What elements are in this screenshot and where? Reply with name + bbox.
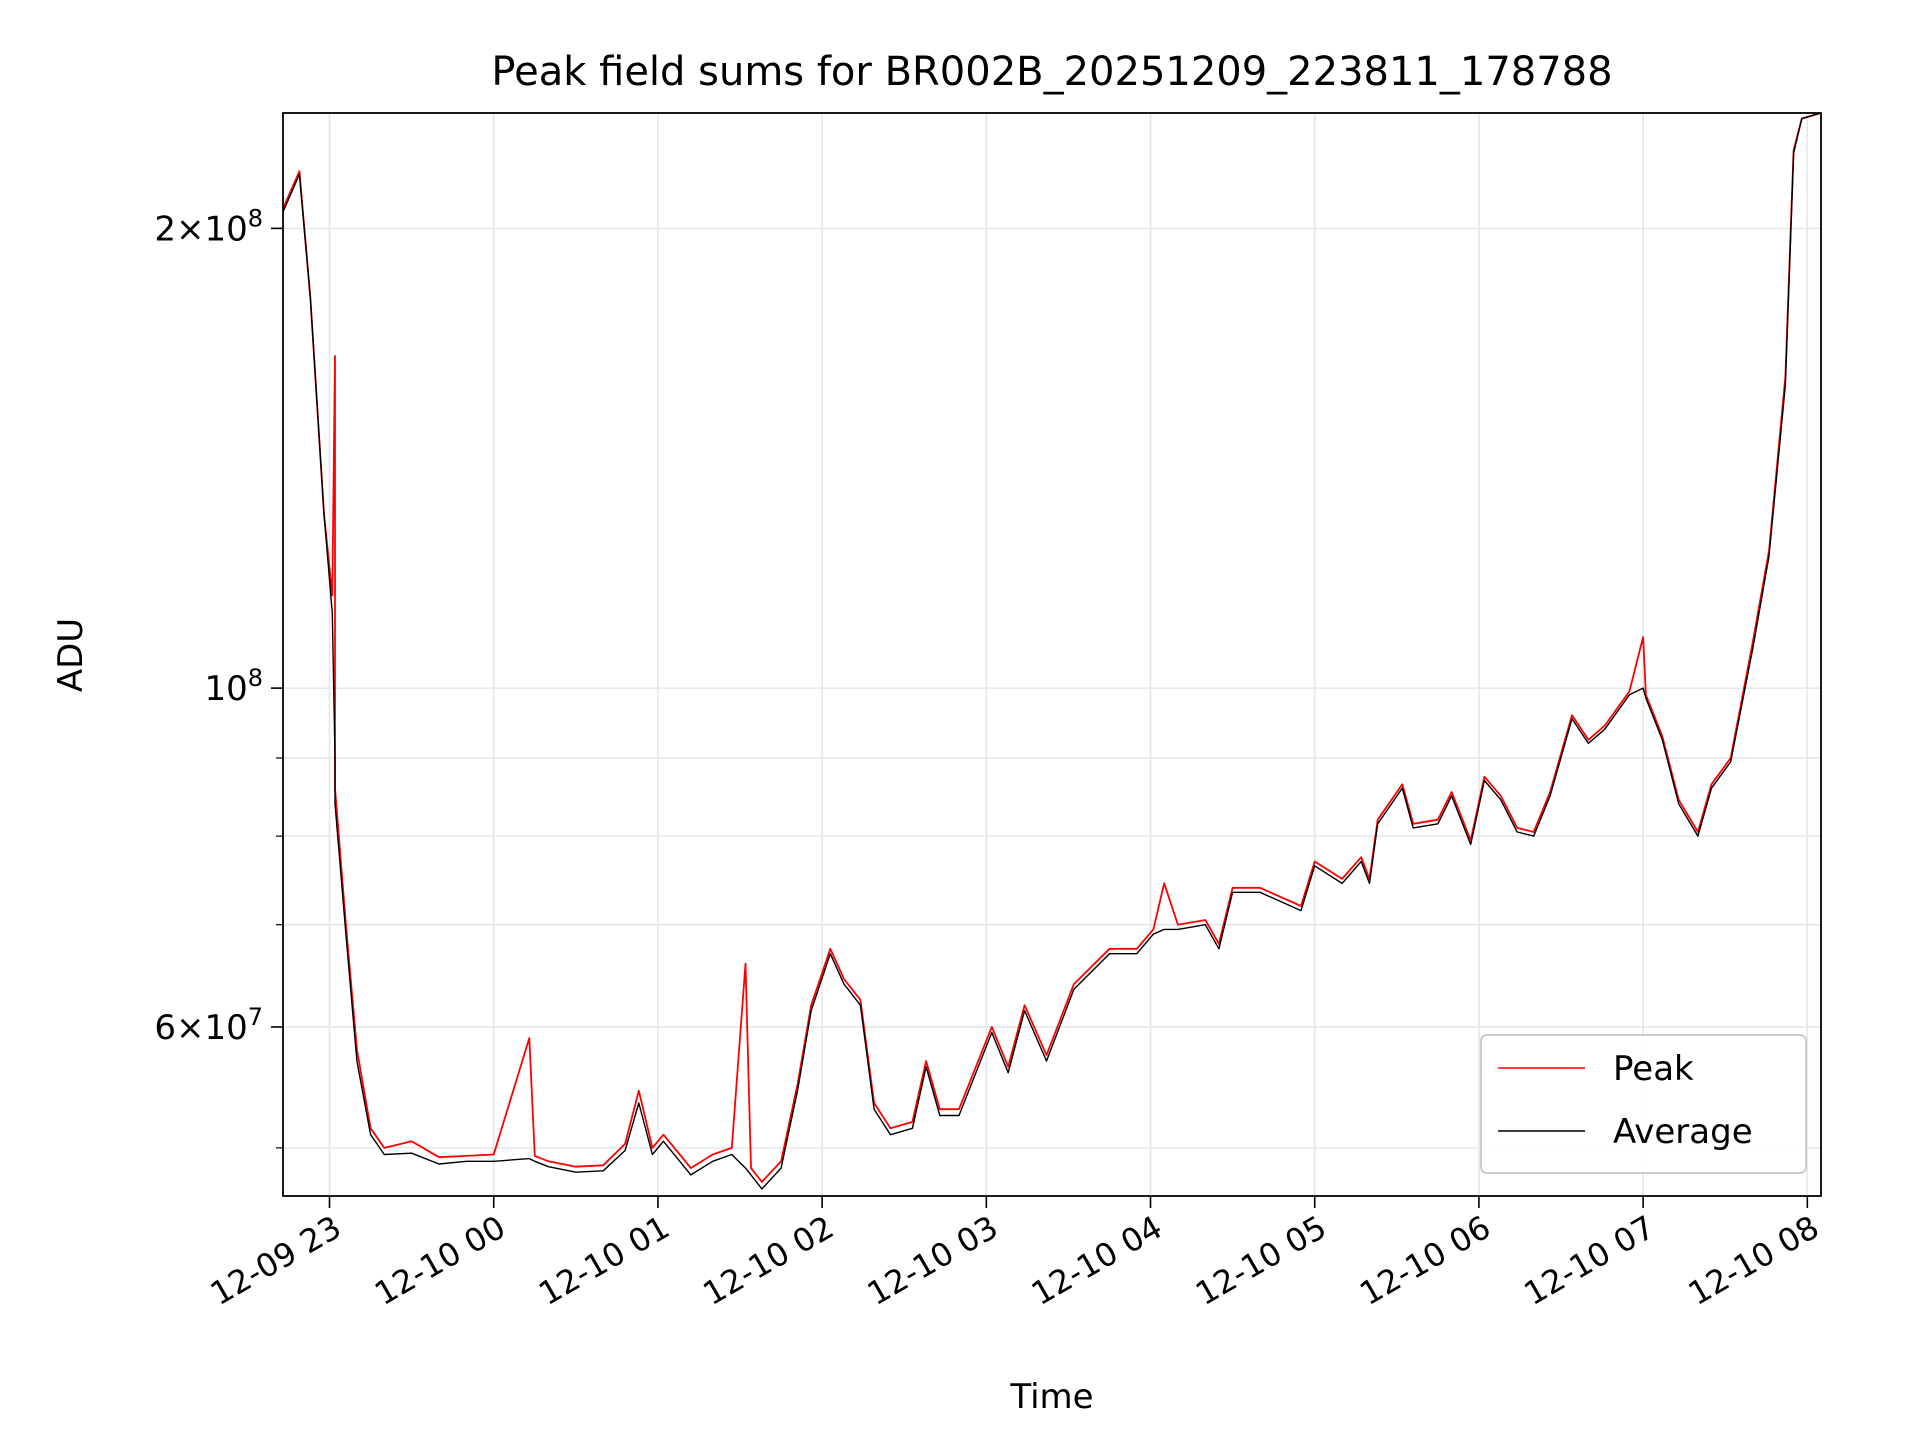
legend-box xyxy=(1480,1034,1807,1174)
x-axis-label: Time xyxy=(1009,1377,1093,1417)
plot-area-frame xyxy=(282,112,1822,1197)
chart-title: Peak field sums for BR002B_20251209_2238… xyxy=(491,49,1612,95)
legend-peak-label: Peak xyxy=(1613,1049,1694,1089)
y-axis: 2×108 108 6×107 xyxy=(154,204,283,1149)
series-line-peak xyxy=(283,113,1821,1183)
legend-average-label: Average xyxy=(1613,1112,1753,1152)
series-layer xyxy=(283,113,1821,1190)
series-line-average xyxy=(283,113,1821,1190)
y-tick-label: 108 xyxy=(204,664,263,709)
legend: Peak Average xyxy=(1480,1034,1807,1174)
y-axis-label: ADU xyxy=(51,618,91,692)
y-tick-label: 2×108 xyxy=(154,204,263,249)
y-tick-label: 6×107 xyxy=(154,1003,263,1048)
